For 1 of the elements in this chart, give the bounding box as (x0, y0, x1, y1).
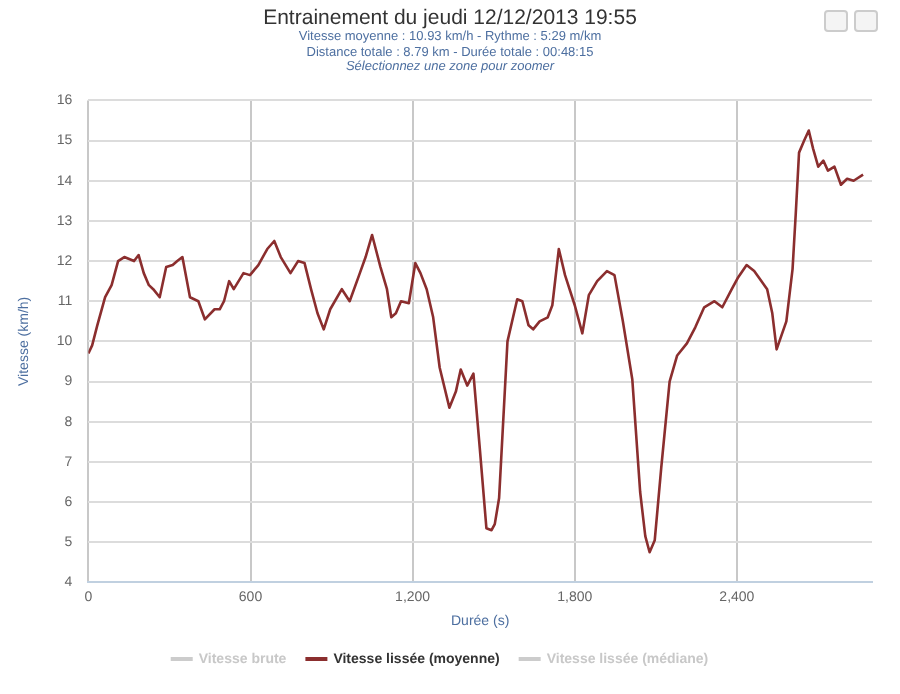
chart-title: Entrainement du jeudi 12/12/2013 19:55 (261, 6, 639, 30)
